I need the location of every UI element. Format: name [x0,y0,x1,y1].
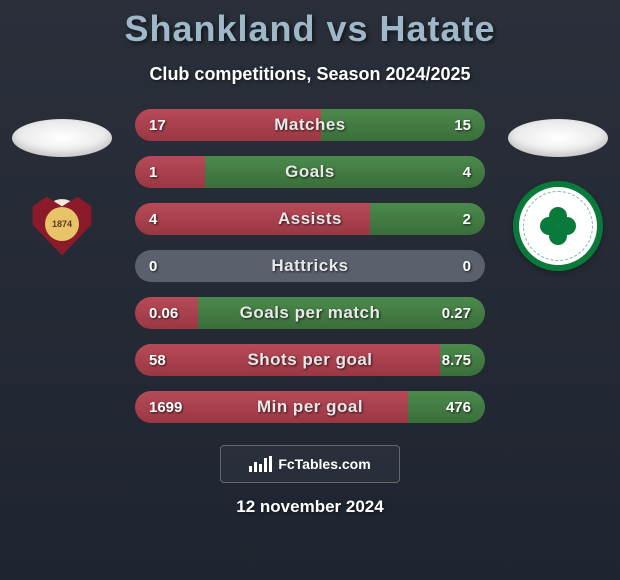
stat-value-right: 476 [446,391,471,423]
stat-row: Assists4 2 [135,203,485,235]
stat-value-left: 4 [149,203,157,235]
stat-label: Assists [135,203,485,235]
stat-label: Goals [135,156,485,188]
stat-value-right: 0 [463,250,471,282]
stat-value-right: 8.75 [442,344,471,376]
stat-value-left: 0 [149,250,157,282]
brand-label: FcTables.com [278,456,370,472]
player-ball-right [508,119,608,157]
stat-value-left: 1699 [149,391,182,423]
stat-value-right: 0.27 [442,297,471,329]
comparison-panel: 1874 Matches1715Goals14Assists42Hattrick… [0,109,620,423]
left-player-column: 1874 [7,109,117,271]
stat-value-left: 0.06 [149,297,178,329]
stat-label: Min per goal [135,391,485,423]
stat-value-left: 17 [149,109,166,141]
right-player-column [503,109,613,271]
stat-label: Goals per match [135,297,485,329]
chart-icon [249,456,272,472]
stat-label: Hattricks [135,250,485,282]
snapshot-date: 12 november 2024 [0,497,620,517]
stat-row: Goals1 4 [135,156,485,188]
stat-value-left: 1 [149,156,157,188]
stat-value-left: 58 [149,344,166,376]
stat-value-right: 4 [463,156,471,188]
club-crest-celtic [513,181,603,271]
stat-row: Shots per goal58 8.75 [135,344,485,376]
stat-value-right: 2 [463,203,471,235]
stat-row: Goals per match0.06 0.27 [135,297,485,329]
stat-value-right: 15 [454,109,471,141]
stat-row: Hattricks0 0 [135,250,485,282]
page-subtitle: Club competitions, Season 2024/2025 [0,64,620,85]
club-crest-hearts: 1874 [17,181,107,271]
stats-bars: Matches1715Goals14Assists42Hattricks00Go… [135,109,485,423]
stat-label: Matches [135,109,485,141]
player-ball-left [12,119,112,157]
page-title: Shankland vs Hatate [0,0,620,50]
stat-label: Shots per goal [135,344,485,376]
stat-row: Matches17 15 [135,109,485,141]
stat-row: Min per goal1699 476 [135,391,485,423]
brand-badge[interactable]: FcTables.com [220,445,400,483]
crest-year-label: 1874 [45,207,79,241]
